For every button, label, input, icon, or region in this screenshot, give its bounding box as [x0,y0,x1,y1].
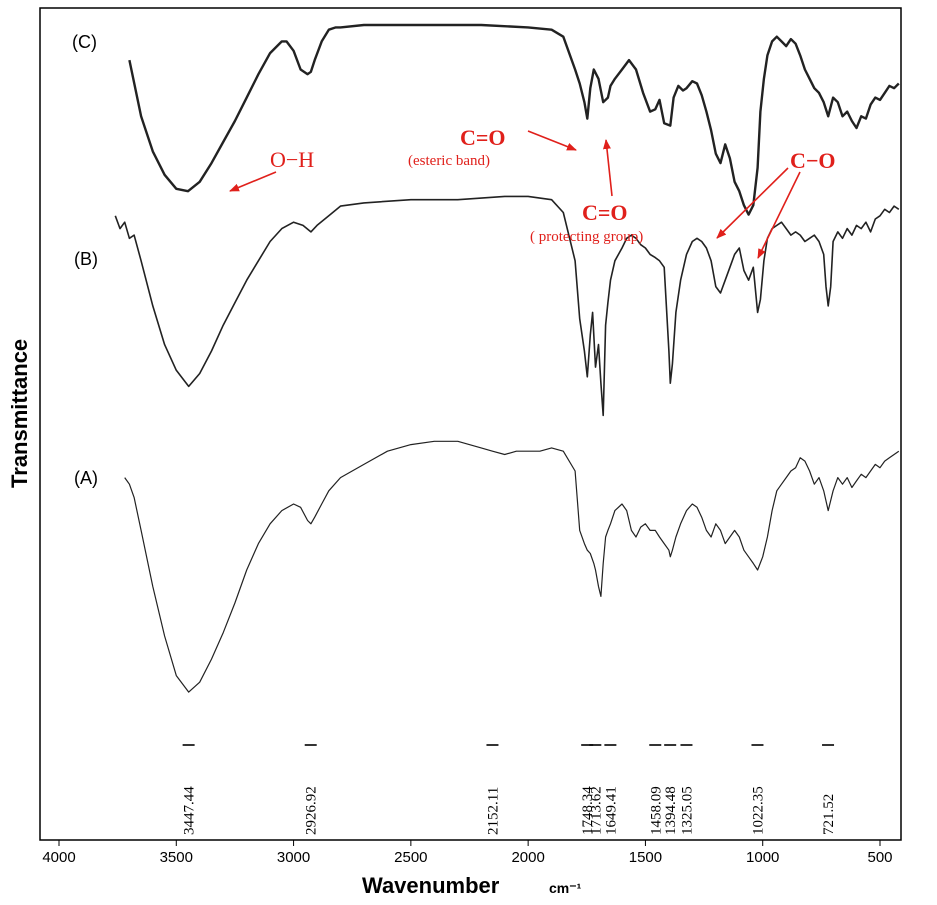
peak-label: 1458.09 [648,786,664,835]
annotation-co-protecting-sub: ( protecting group) [530,229,643,245]
peak-label: 1649.41 [603,786,619,835]
x-tick-label: 1000 [746,849,779,866]
annotation-co-protecting-arrow [602,139,613,197]
annotation-c-o-arrow-1 [716,167,789,239]
peak-label: 1748.34 [580,786,596,835]
peak-marker: 1022.35 [751,744,767,835]
peak-label: 1022.35 [751,786,767,835]
peak-label: 2926.92 [304,786,320,835]
peak-marker: 2152.11 [486,744,502,835]
x-tick-label: 2500 [394,849,427,866]
x-tick-label: 4000 [42,849,75,866]
x-axis-unit: cm⁻¹ [549,880,582,896]
annotation-co-ester-arrow [527,130,577,151]
annotation-c-o: C−O [790,148,836,173]
peak-marker: 1325.05 [680,744,696,835]
annotation-co-ester-sub: (esteric band) [408,153,490,169]
spectrum-traces [114,23,900,693]
peak-marker: 1394.48 [663,744,679,835]
peak-marker: 1458.09 [648,744,664,835]
plot-border [39,7,902,841]
plot-frame [39,7,902,841]
trace-c-line [128,23,900,216]
peak-label: 1394.48 [663,786,679,835]
peak-label: 721.52 [821,794,837,835]
peak-marker: 721.52 [821,744,837,835]
peak-label: 1713.62 [588,786,604,835]
annotation-co-protecting: C=O [582,200,628,225]
trace-b-line [114,195,900,417]
trace-label-a: (A) [74,468,98,488]
x-tick-label: 500 [867,849,892,866]
x-tick-label: 3000 [277,849,310,866]
annotation-oh: O−H [270,147,314,172]
peak-marker: 3447.44 [182,744,198,835]
peak-label: 1325.05 [680,786,696,835]
peak-label: 2152.11 [486,787,502,835]
y-axis-title: Transmittance [7,339,32,488]
peak-marker: 1713.62 [588,744,604,835]
annotation-c-o-arrow-2 [757,171,801,259]
peak-marker: 1649.41 [603,744,619,835]
peak-marker: 2926.92 [304,744,320,835]
annotation-oh-arrow [229,171,277,192]
trace-label-c: (C) [72,32,97,52]
x-axis-title: Wavenumber [362,873,500,898]
trace-label-b: (B) [74,249,98,269]
annotations: O−H C=O (esteric band) C=O ( protecting … [229,125,836,259]
trace-labels: (C) (B) (A) [72,32,98,488]
x-tick-label: 3500 [160,849,193,866]
x-axis-ticks: 4000 3500 3000 2500 2000 1500 1000 500 [42,840,893,866]
x-tick-label: 1500 [629,849,662,866]
x-tick-label: 2000 [511,849,544,866]
peak-label: 3447.44 [182,786,198,835]
annotation-co-ester: C=O [460,125,506,150]
trace-a-line [124,440,900,693]
